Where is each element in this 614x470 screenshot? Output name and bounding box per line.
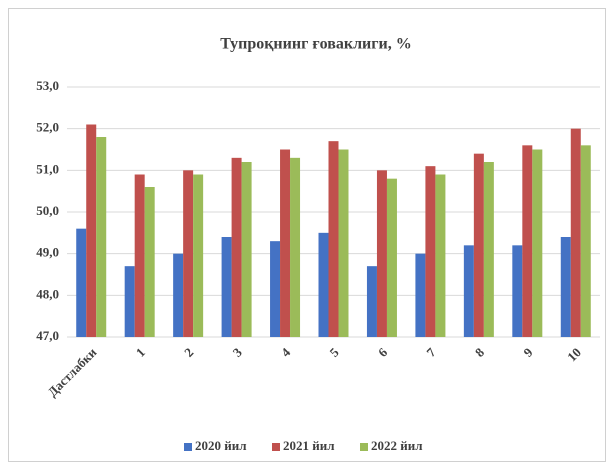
- legend-swatch: [272, 443, 280, 451]
- bar: [473, 153, 484, 337]
- bar: [290, 157, 301, 337]
- bar: [86, 124, 97, 337]
- bar: [570, 128, 581, 337]
- bar: [221, 237, 232, 337]
- bar: [415, 253, 426, 337]
- legend-swatch: [184, 443, 192, 451]
- legend-label: 2020 йил: [195, 438, 247, 453]
- y-tick-label: 50,0: [36, 203, 59, 218]
- bar: [425, 166, 436, 337]
- bar: [366, 266, 377, 337]
- bar: [193, 174, 204, 337]
- bar: [241, 162, 252, 337]
- bar: [124, 266, 135, 337]
- bar: [463, 245, 474, 337]
- bar: [435, 174, 446, 337]
- y-tick-label: 47,0: [36, 328, 59, 343]
- y-tick-label: 48,0: [36, 286, 59, 301]
- legend-label: 2021 йил: [283, 438, 335, 453]
- legend-label: 2022 йил: [371, 438, 423, 453]
- bar: [144, 187, 155, 337]
- bar: [386, 178, 397, 337]
- chart-frame: [8, 8, 606, 462]
- bar: [173, 253, 184, 337]
- bar: [338, 149, 349, 337]
- y-tick-label: 49,0: [36, 245, 59, 260]
- bar: [76, 228, 87, 337]
- bar: [532, 149, 543, 337]
- bar: [560, 237, 571, 337]
- bar: [270, 241, 281, 337]
- bar: [580, 145, 591, 337]
- y-tick-label: 52,0: [36, 120, 59, 135]
- bar: [134, 174, 145, 337]
- chart-title: Тупроқнинг ғоваклиги, %: [220, 36, 412, 53]
- legend-swatch: [360, 443, 368, 451]
- bar: [483, 162, 494, 337]
- bar: [318, 232, 329, 337]
- bar: [96, 137, 107, 337]
- bar: [183, 170, 194, 337]
- y-tick-label: 53,0: [36, 78, 59, 93]
- y-tick-label: 51,0: [36, 161, 59, 176]
- bar: [376, 170, 387, 337]
- bar: [231, 157, 242, 337]
- bar: [280, 149, 291, 337]
- bar: [328, 141, 339, 337]
- bar: [512, 245, 523, 337]
- bar: [522, 145, 533, 337]
